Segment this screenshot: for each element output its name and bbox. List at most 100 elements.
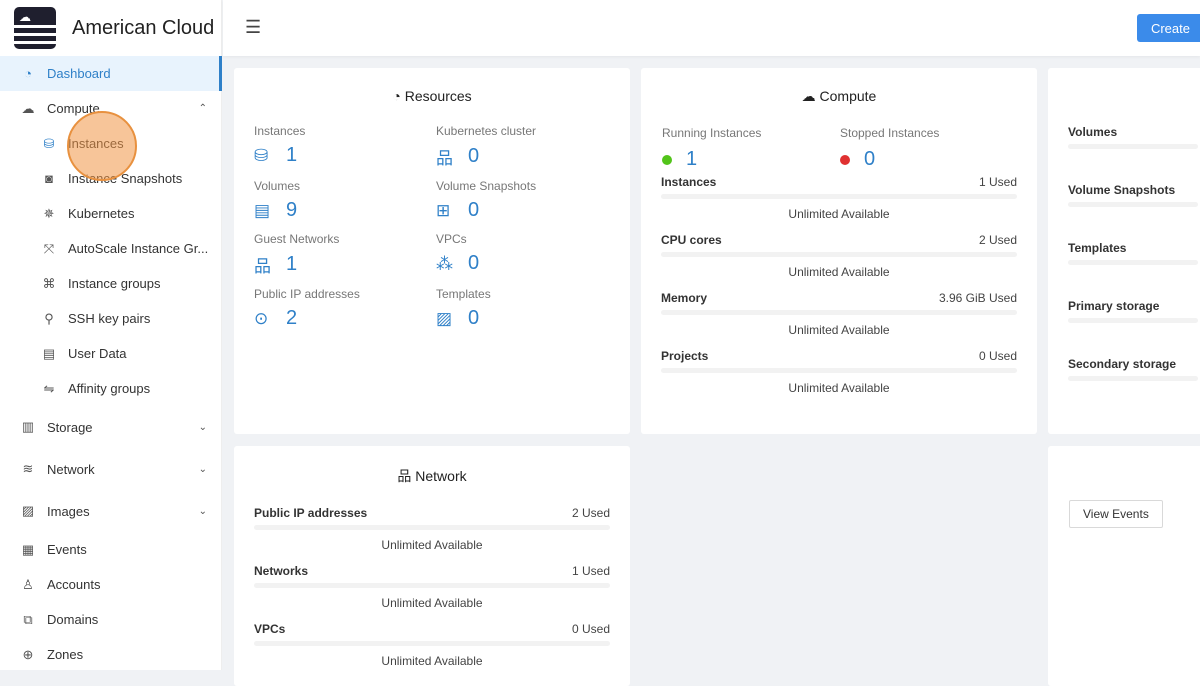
stopped-label: Stopped Instances bbox=[840, 126, 940, 140]
usage-used: 0 Used bbox=[571, 622, 610, 636]
resource-label: VPCs bbox=[436, 232, 467, 246]
menu-fold-icon[interactable]: ☰ bbox=[245, 17, 262, 37]
sidebar-item-label: SSH key pairs bbox=[68, 311, 151, 326]
usage-row: Instances 1 Used Unlimited Available bbox=[641, 175, 1037, 233]
resource-volumes[interactable]: Volumes ▤ 9 bbox=[254, 179, 436, 222]
volume-snapshots-icon: ⊞ bbox=[436, 200, 451, 220]
chevron-icon[interactable]: ⌄ bbox=[198, 421, 207, 433]
resources-title-text: Resources bbox=[404, 88, 472, 104]
images-icon: ▨ bbox=[21, 503, 35, 518]
sidebar-item-label: Domains bbox=[47, 612, 99, 627]
accounts-icon: ♙ bbox=[22, 576, 34, 592]
usage-label: Instances bbox=[661, 175, 717, 189]
usage-available: Unlimited Available bbox=[788, 323, 890, 337]
view-events-button[interactable]: View Events bbox=[1069, 500, 1163, 528]
sidebar-item-dashboard[interactable]: ◔ Dashboard bbox=[0, 56, 222, 91]
compute-icon: ☁ bbox=[21, 100, 35, 116]
sidebar-item-zones[interactable]: ⊕ Zones bbox=[0, 637, 221, 672]
sidebar-item-user-data[interactable]: ▤ User Data bbox=[0, 336, 221, 371]
resource-count: 0 bbox=[468, 145, 480, 167]
usage-row: Secondary storage U bbox=[1048, 357, 1200, 415]
usage-used: 3.96 GiB Used bbox=[938, 291, 1017, 305]
usage-used: 1 Used bbox=[978, 175, 1017, 189]
usage-label: Projects bbox=[661, 349, 709, 363]
resource-label: Public IP addresses bbox=[254, 287, 360, 301]
autoscale-instance-gr-icon: ⤧ bbox=[43, 240, 55, 256]
logo[interactable]: ☁ American Cloud bbox=[0, 0, 221, 56]
network-title: 品 Network bbox=[397, 468, 467, 484]
storage-card: Volumes U Volume Snapshots U Templates U… bbox=[1048, 68, 1200, 434]
sidebar-item-images[interactable]: ▨ Images ⌄ bbox=[0, 490, 221, 532]
sidebar-item-label: Compute bbox=[47, 101, 100, 116]
sidebar-item-network[interactable]: ≋ Network ⌄ bbox=[0, 448, 221, 490]
resource-public-ip-addresses[interactable]: Public IP addresses ⊙ 2 bbox=[254, 287, 436, 330]
domains-icon: ⧉ bbox=[23, 611, 33, 627]
sidebar-item-label: Accounts bbox=[47, 577, 101, 592]
user-data-icon: ▤ bbox=[42, 345, 56, 361]
resource-instances[interactable]: Instances ⛁ 1 bbox=[254, 124, 436, 169]
usage-used: 2 Used bbox=[571, 506, 610, 520]
resource-label: Templates bbox=[436, 287, 491, 301]
usage-row: Templates U bbox=[1048, 241, 1200, 299]
sidebar-item-label: User Data bbox=[68, 346, 127, 361]
instances-icon: ⛁ bbox=[43, 135, 55, 151]
usage-bar bbox=[254, 583, 610, 588]
chevron-icon[interactable]: ⌄ bbox=[198, 505, 207, 517]
usage-available: U bbox=[1048, 273, 1200, 287]
usage-row: Projects 0 Used Unlimited Available bbox=[641, 349, 1037, 407]
dashboard-icon: ◔ bbox=[24, 66, 32, 81]
sidebar-item-events[interactable]: ▦ Events bbox=[0, 532, 221, 567]
sidebar-item-storage[interactable]: ▥ Storage ⌄ bbox=[0, 406, 221, 448]
resource-label: Kubernetes cluster bbox=[436, 124, 537, 138]
resource-count: 1 bbox=[286, 144, 298, 166]
create-button[interactable]: Create bbox=[1136, 14, 1200, 42]
affinity-groups-icon: ⇋ bbox=[43, 380, 55, 396]
chevron-icon[interactable]: ⌄ bbox=[198, 463, 207, 475]
sidebar-item-compute[interactable]: ☁ Compute ⌃ bbox=[0, 91, 221, 126]
sidebar-item-domains[interactable]: ⧉ Domains bbox=[0, 602, 221, 637]
sidebar-item-label: Zones bbox=[47, 647, 84, 662]
usage-row: VPCs 0 Used Unlimited Available bbox=[234, 622, 630, 680]
kubernetes-cluster-icon: 品 bbox=[436, 149, 453, 168]
brand-name: American Cloud bbox=[72, 16, 215, 39]
sidebar-item-instance-groups[interactable]: ⌘ Instance groups bbox=[0, 266, 221, 301]
usage-label: Templates bbox=[1068, 241, 1127, 255]
chevron-icon[interactable]: ⌃ bbox=[198, 103, 207, 114]
running-count: 1 bbox=[686, 148, 698, 170]
usage-available: Unlimited Available bbox=[788, 381, 890, 395]
sidebar-item-kubernetes[interactable]: ✵ Kubernetes bbox=[0, 196, 221, 231]
usage-row: Volume Snapshots U bbox=[1048, 183, 1200, 241]
stopped-count: 0 bbox=[864, 148, 876, 170]
ssh-key-pairs-icon: ⚲ bbox=[44, 310, 54, 326]
sidebar-item-accounts[interactable]: ♙ Accounts bbox=[0, 567, 221, 602]
usage-available: U bbox=[1048, 215, 1200, 229]
vpcs-icon: ⁂ bbox=[436, 253, 453, 273]
usage-label: CPU cores bbox=[661, 233, 722, 247]
resource-count: 0 bbox=[468, 199, 480, 221]
sidebar-item-affinity-groups[interactable]: ⇋ Affinity groups bbox=[0, 371, 221, 406]
events-icon: ▦ bbox=[21, 541, 35, 557]
usage-available: U bbox=[1048, 331, 1200, 345]
resource-label: Guest Networks bbox=[254, 232, 340, 246]
resource-count: 9 bbox=[286, 199, 298, 221]
usage-available: Unlimited Available bbox=[381, 596, 483, 610]
sidebar-item-autoscale-instance-gr[interactable]: ⤧ AutoScale Instance Gr... bbox=[0, 231, 221, 266]
kubernetes-icon: ✵ bbox=[43, 205, 55, 221]
sidebar-item-label: Events bbox=[47, 542, 87, 557]
resource-templates[interactable]: Templates ▨ 0 bbox=[436, 287, 618, 330]
usage-label: Volumes bbox=[1068, 125, 1118, 139]
sidebar-item-ssh-key-pairs[interactable]: ⚲ SSH key pairs bbox=[0, 301, 221, 336]
usage-bar bbox=[254, 525, 610, 530]
templates-icon: ▨ bbox=[436, 308, 453, 328]
resource-vpcs[interactable]: VPCs ⁂ 0 bbox=[436, 232, 618, 277]
usage-bar bbox=[661, 368, 1017, 373]
compute-title: ☁ Compute bbox=[801, 88, 877, 104]
resource-volume-snapshots[interactable]: Volume Snapshots ⊞ 0 bbox=[436, 179, 618, 222]
usage-row: Public IP addresses 2 Used Unlimited Ava… bbox=[234, 506, 630, 564]
usage-used: 0 Used bbox=[978, 349, 1017, 363]
usage-bar bbox=[661, 310, 1017, 315]
instances-icon: ⛁ bbox=[254, 145, 269, 165]
network-title-text: Network bbox=[415, 468, 467, 484]
